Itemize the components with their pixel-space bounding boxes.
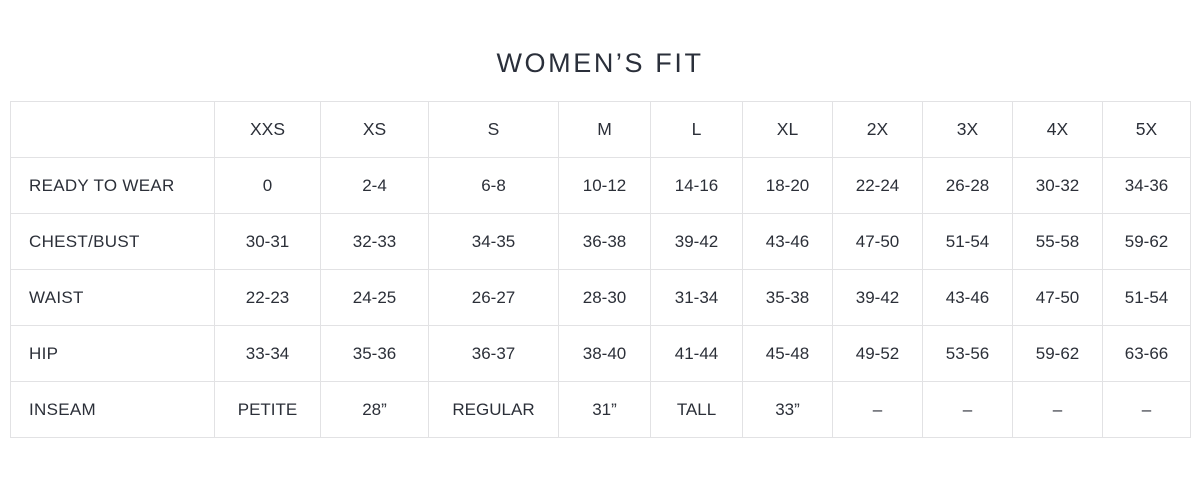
cell-value: 63-66 — [1102, 325, 1191, 382]
cell-value: 34-35 — [428, 213, 559, 270]
size-chart-table-wrapper: XXS XS S M L XL 2X 3X 4X 5X READY TO WEAR 0 2-4 6-8 1… — [10, 101, 1191, 438]
cell-value: 39-42 — [832, 269, 923, 326]
table-header-size-4x: 4X — [1012, 101, 1103, 158]
row-label-ready-to-wear: READY TO WEAR — [10, 157, 215, 214]
cell-value: 0 — [214, 157, 321, 214]
cell-value: 28-30 — [558, 269, 651, 326]
table-header-size-s: S — [428, 101, 559, 158]
cell-value: 39-42 — [650, 213, 743, 270]
table-header-size-m: M — [558, 101, 651, 158]
cell-value: 30-31 — [214, 213, 321, 270]
row-label-inseam: INSEAM — [10, 381, 215, 438]
cell-value: 32-33 — [320, 213, 429, 270]
table-header-corner-blank — [10, 101, 215, 158]
cell-value: 22-23 — [214, 269, 321, 326]
table-row: INSEAM PETITE 28” REGULAR 31” TALL 33” – – – – — [10, 381, 1191, 438]
cell-value: 36-37 — [428, 325, 559, 382]
table-header-size-5x: 5X — [1102, 101, 1191, 158]
table-header-size-3x: 3X — [922, 101, 1013, 158]
cell-value: 43-46 — [922, 269, 1013, 326]
table-header-size-xl: XL — [742, 101, 833, 158]
table-header-size-xxs: XXS — [214, 101, 321, 158]
table-header-size-l: L — [650, 101, 743, 158]
cell-value: 51-54 — [922, 213, 1013, 270]
table-header-size-2x: 2X — [832, 101, 923, 158]
cell-value: 49-52 — [832, 325, 923, 382]
cell-value: 10-12 — [558, 157, 651, 214]
cell-value: 41-44 — [650, 325, 743, 382]
cell-value: REGULAR — [428, 381, 559, 438]
cell-value: 59-62 — [1102, 213, 1191, 270]
row-label-chest-bust: CHEST/BUST — [10, 213, 215, 270]
cell-value: 2-4 — [320, 157, 429, 214]
cell-value: 55-58 — [1012, 213, 1103, 270]
table-header-row: XXS XS S M L XL 2X 3X 4X 5X — [10, 101, 1191, 158]
cell-value: 28” — [320, 381, 429, 438]
cell-value: 6-8 — [428, 157, 559, 214]
cell-value: 59-62 — [1012, 325, 1103, 382]
cell-value: TALL — [650, 381, 743, 438]
cell-value: 43-46 — [742, 213, 833, 270]
table-row: WAIST 22-23 24-25 26-27 28-30 31-34 35-38 39-42… — [10, 269, 1191, 326]
cell-value: 26-27 — [428, 269, 559, 326]
cell-value: 34-36 — [1102, 157, 1191, 214]
cell-value: – — [1102, 381, 1191, 438]
cell-value: – — [832, 381, 923, 438]
cell-value: 47-50 — [1012, 269, 1103, 326]
cell-value: PETITE — [214, 381, 321, 438]
table-header-size-xs: XS — [320, 101, 429, 158]
table-row: CHEST/BUST 30-31 32-33 34-35 36-38 39-42 43-46… — [10, 213, 1191, 270]
row-label-waist: WAIST — [10, 269, 215, 326]
cell-value: 30-32 — [1012, 157, 1103, 214]
size-chart-table: XXS XS S M L XL 2X 3X 4X 5X READY TO WEAR 0 2-4 6-8 1… — [10, 101, 1191, 438]
cell-value: 45-48 — [742, 325, 833, 382]
cell-value: 31” — [558, 381, 651, 438]
cell-value: 36-38 — [558, 213, 651, 270]
row-label-hip: HIP — [10, 325, 215, 382]
cell-value: 33-34 — [214, 325, 321, 382]
cell-value: 14-16 — [650, 157, 743, 214]
cell-value: 38-40 — [558, 325, 651, 382]
cell-value: 22-24 — [832, 157, 923, 214]
cell-value: 18-20 — [742, 157, 833, 214]
cell-value: – — [1012, 381, 1103, 438]
table-row: READY TO WEAR 0 2-4 6-8 10-12 14-16 18-20 22-24… — [10, 157, 1191, 214]
cell-value: 51-54 — [1102, 269, 1191, 326]
cell-value: 47-50 — [832, 213, 923, 270]
cell-value: 24-25 — [320, 269, 429, 326]
cell-value: 53-56 — [922, 325, 1013, 382]
cell-value: 35-38 — [742, 269, 833, 326]
cell-value: 26-28 — [922, 157, 1013, 214]
cell-value: – — [922, 381, 1013, 438]
page-title: WOMEN’S FIT — [496, 48, 704, 78]
cell-value: 35-36 — [320, 325, 429, 382]
cell-value: 33” — [742, 381, 833, 438]
table-row: HIP 33-34 35-36 36-37 38-40 41-44 45-48 49-52 53… — [10, 325, 1191, 382]
cell-value: 31-34 — [650, 269, 743, 326]
